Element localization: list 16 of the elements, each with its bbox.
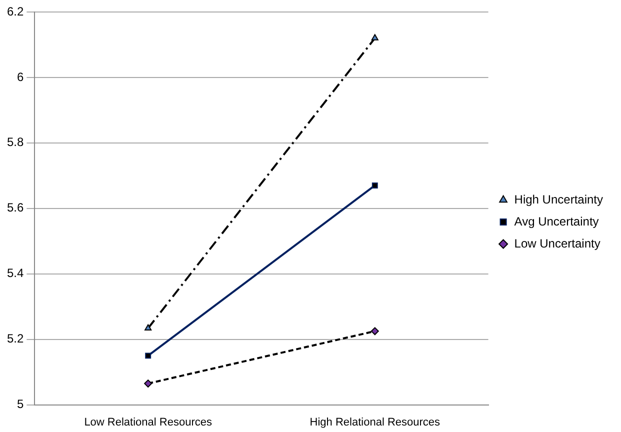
- y-tick-label: 5.2: [6, 332, 24, 346]
- y-tick-label: 6.2: [6, 4, 24, 18]
- legend-label: High Uncertainty: [514, 192, 604, 206]
- y-tick-label: 5.4: [6, 266, 24, 280]
- point: [372, 182, 378, 188]
- point: [145, 352, 152, 359]
- y-tick-label: 5.6: [6, 200, 24, 215]
- legend-label: Avg Uncertainty: [514, 214, 599, 228]
- y-tick-label: 5: [16, 397, 24, 412]
- x-tick-label: High Relational Resources: [310, 416, 441, 428]
- x-tick-label: Low Relational Resources: [84, 416, 212, 428]
- point: [144, 380, 152, 388]
- y-tick-label: 5.8: [6, 135, 24, 150]
- point: [370, 327, 379, 336]
- legend-label: Low Uncertainty: [514, 236, 600, 250]
- y-tick-label: 6: [16, 70, 24, 84]
